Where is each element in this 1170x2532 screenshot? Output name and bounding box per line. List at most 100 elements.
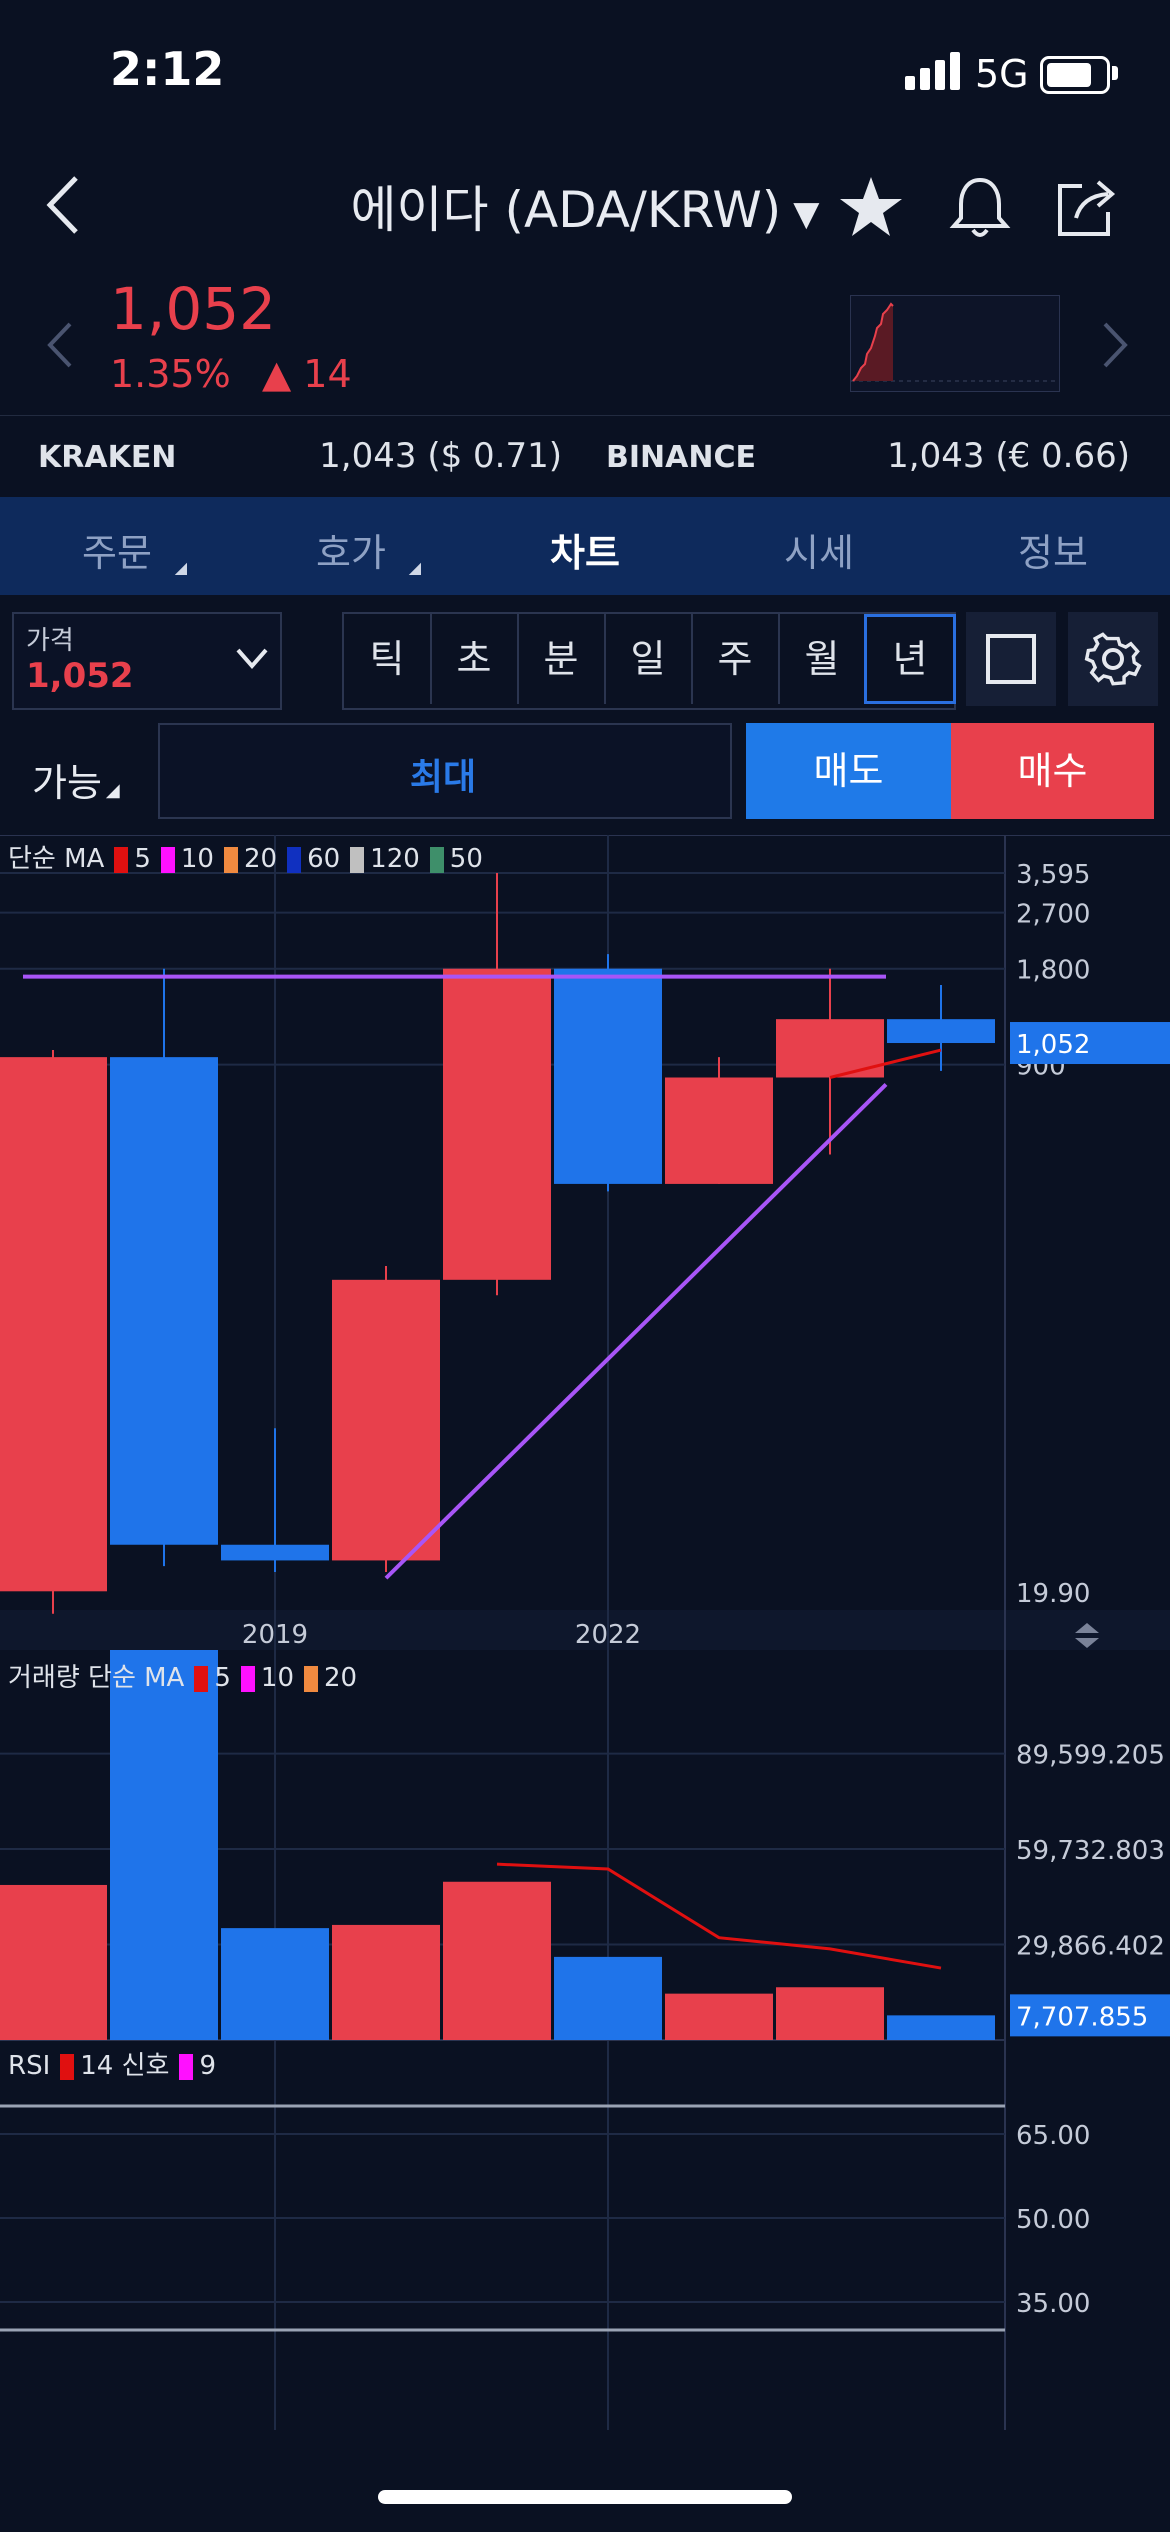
- rsi-legend[interactable]: RSI 14 신호 9: [8, 2045, 216, 2082]
- legend-item-label: 50: [449, 844, 483, 874]
- candle: [665, 1057, 773, 1184]
- legend-swatch: [287, 846, 302, 873]
- legend-swatch: [240, 1665, 255, 1692]
- market-title-text: 에이다 (ADA/KRW): [350, 181, 782, 239]
- volume-bar: [332, 1924, 440, 2040]
- volume-tick-label: 89,599.205: [1016, 1741, 1165, 1771]
- resize-down-icon: [1075, 1638, 1099, 1648]
- volume-ma-legend[interactable]: 거래량 단순 MA 5 10 20: [8, 1657, 357, 1694]
- rsi-tick-label: 35.00: [1016, 2289, 1090, 2319]
- legend-item-label: 10: [180, 844, 214, 874]
- tab-info[interactable]: 정보: [963, 522, 1143, 577]
- tab-label: 호가: [316, 531, 386, 575]
- market-title[interactable]: 에이다 (ADA/KRW) ▼: [0, 170, 1170, 242]
- time-axis-band: [0, 1610, 1170, 1650]
- volume-bar: [776, 1987, 884, 2040]
- volume-legend-prefix: 거래량 단순 MA: [8, 1663, 185, 1693]
- volume-ma5-line: [496, 1862, 942, 1970]
- tab-orderbook[interactable]: 호가 ◢: [261, 522, 441, 577]
- buy-button[interactable]: 매수: [951, 723, 1154, 819]
- volume-bar: [887, 2015, 995, 2040]
- back-button[interactable]: [40, 170, 90, 240]
- price-change-delta: ▲ 14: [262, 352, 352, 396]
- trendline: [384, 1082, 888, 1580]
- chevron-left-icon: [46, 176, 78, 234]
- period-week[interactable]: 주: [692, 614, 780, 704]
- tab-chart[interactable]: 차트: [495, 522, 675, 577]
- period-month[interactable]: 월: [779, 614, 867, 704]
- chart-top-border: [0, 835, 1170, 836]
- tab-bar: [0, 497, 1170, 595]
- tab-quotes[interactable]: 시세: [729, 522, 909, 577]
- legend-swatch: [223, 846, 238, 873]
- battery-icon: [1040, 56, 1110, 94]
- period-minute[interactable]: 분: [518, 614, 606, 704]
- period-year[interactable]: 년: [864, 614, 956, 704]
- fullscreen-button[interactable]: [966, 612, 1056, 706]
- volume-bar: [443, 1881, 551, 2040]
- legend-swatch: [179, 2053, 194, 2080]
- volume-tick-label: 59,732.803: [1016, 1836, 1165, 1866]
- candle-body: [443, 968, 551, 1280]
- candle: [887, 985, 995, 1071]
- share-icon: [1058, 180, 1116, 236]
- share-button[interactable]: [1052, 172, 1122, 242]
- period-tick[interactable]: 틱: [344, 614, 432, 704]
- period-day[interactable]: 일: [605, 614, 693, 704]
- volume-bar: [0, 1884, 107, 2040]
- legend-item-label: 60: [307, 844, 341, 874]
- candle: [776, 968, 884, 1155]
- candle-body: [554, 968, 662, 1184]
- triangle-icon: ◢: [105, 780, 120, 801]
- price-tick-label: 1,800: [1016, 956, 1090, 986]
- tab-order[interactable]: 주문 ◢: [27, 522, 207, 577]
- rsi-tick-label: 65.00: [1016, 2121, 1090, 2151]
- network-label: 5G: [975, 52, 1029, 96]
- candle: [332, 1265, 440, 1572]
- next-market-button[interactable]: [1095, 318, 1135, 372]
- alert-button[interactable]: [945, 172, 1015, 242]
- legend-item-label: 20: [243, 844, 278, 874]
- prev-market-button[interactable]: [40, 318, 80, 372]
- chevron-down-icon: [234, 640, 270, 680]
- status-time: 2:12: [110, 42, 225, 96]
- legend-item-label: 9: [199, 2051, 216, 2081]
- last-price-label: 1,052: [1016, 1030, 1090, 1060]
- legend-swatch: [60, 2053, 75, 2080]
- exchange-name-kraken: KRAKEN: [38, 440, 177, 475]
- ma5-line: [829, 1048, 942, 1079]
- available-label[interactable]: 가능 ◢: [32, 752, 120, 807]
- last-price-marker: [1010, 1022, 1170, 1065]
- volume-pane: [0, 1650, 995, 2040]
- price-type-select[interactable]: [12, 612, 282, 710]
- candle-body: [0, 1057, 107, 1592]
- candle-body: [332, 1279, 440, 1561]
- volume-bar: [665, 1993, 773, 2040]
- favorite-button[interactable]: [836, 172, 906, 242]
- candle: [110, 968, 218, 1567]
- square-icon: [986, 634, 1036, 684]
- chevron-right-icon: [1103, 322, 1128, 368]
- period-second[interactable]: 초: [431, 614, 519, 704]
- chart-settings-button[interactable]: [1068, 612, 1158, 706]
- legend-swatch: [350, 846, 365, 873]
- current-price: 1,052: [110, 275, 277, 343]
- price-pane: [0, 873, 995, 1614]
- last-volume-label: 7,707.855: [1016, 2002, 1148, 2032]
- available-label-text: 가능: [32, 761, 102, 805]
- candle-body: [887, 1019, 995, 1044]
- max-amount-button[interactable]: [158, 723, 732, 819]
- legend-item-label: 14: [80, 2051, 114, 2081]
- battery-cap: [1112, 66, 1118, 80]
- sell-button[interactable]: 매도: [746, 723, 951, 819]
- home-indicator: [378, 2490, 792, 2504]
- price-ma-legend[interactable]: 단순 MA 5 10 20 60 120 50: [8, 838, 483, 875]
- price-tick-label: 19.90: [1016, 1579, 1090, 1609]
- last-volume-marker: [1010, 1994, 1170, 2037]
- candle: [443, 873, 551, 1296]
- triangle-icon: ◢: [174, 558, 187, 577]
- candle-body: [110, 1057, 218, 1545]
- volume-bar: [554, 1956, 662, 2040]
